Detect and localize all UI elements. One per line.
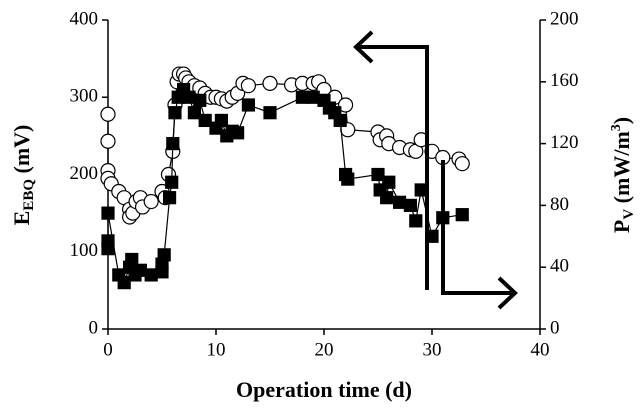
square-marker (133, 263, 147, 277)
circle-marker (100, 133, 116, 149)
square-marker (382, 175, 396, 189)
square-marker (403, 198, 417, 212)
y-tick-label: 400 (70, 8, 99, 29)
x-tick-label: 30 (423, 339, 442, 360)
square-marker (193, 93, 207, 107)
right-arrow (441, 160, 515, 295)
y2-tick-label: 200 (550, 8, 579, 29)
square-marker (333, 113, 347, 128)
square-marker (144, 268, 158, 282)
arrows (353, 30, 518, 310)
left-arrow-head (353, 30, 374, 64)
square-marker (371, 167, 385, 182)
y2-title-sub: V (621, 209, 637, 220)
y-tick-label: 100 (70, 240, 99, 261)
x-tick-label: 20 (315, 339, 334, 360)
square-marker (231, 126, 245, 140)
y2-tick-label: 40 (550, 256, 569, 277)
x-tick-label: 0 (103, 339, 113, 360)
square-marker (168, 106, 182, 120)
square-marker (162, 191, 177, 205)
square-marker (455, 208, 469, 222)
y2-axis-title: PV (mW/m3) (609, 117, 637, 233)
y-title-sub: EBQ (21, 179, 37, 211)
y-title-main: E (9, 211, 34, 226)
square-marker (157, 248, 171, 262)
square-marker (214, 113, 228, 128)
square-marker (166, 137, 180, 151)
y2-tick-label: 80 (550, 194, 569, 215)
square-marker (198, 113, 212, 128)
y2-tick-label: 160 (550, 70, 579, 91)
square-marker (182, 90, 196, 104)
left-arrow (358, 45, 429, 290)
y-title-unit: (mV) (9, 125, 34, 179)
y2-title-unit: (mW/m (609, 131, 634, 209)
circle-marker (100, 106, 116, 122)
y2-tick-label: 0 (550, 317, 560, 338)
square-marker (409, 214, 423, 228)
square-marker (241, 98, 255, 112)
square-marker (125, 252, 139, 267)
y2-title-sup: 3 (609, 124, 624, 131)
y-tick-label: 300 (70, 86, 99, 107)
y2-tick-label: 120 (550, 132, 579, 153)
y-tick-label: 0 (89, 317, 99, 338)
y2-title-main: P (609, 220, 634, 233)
square-marker (165, 175, 179, 189)
square-marker (101, 206, 115, 220)
square-marker (187, 106, 201, 120)
square-marker (117, 276, 131, 290)
x-axis-title: Operation time (d) (236, 377, 412, 402)
x-tick-label: 10 (207, 339, 226, 360)
circle-marker (262, 75, 278, 91)
square-marker (295, 90, 309, 104)
circle-marker (240, 78, 256, 94)
square-marker (263, 106, 277, 120)
circle-marker (454, 156, 470, 172)
circle-marker (143, 193, 159, 210)
square-marker (380, 191, 394, 205)
square-marker (101, 242, 115, 256)
y2-title-end: ) (609, 117, 634, 124)
y-axis-title: EEBQ (mV) (9, 125, 37, 226)
circle-marker (338, 97, 354, 113)
square-marker (341, 172, 355, 186)
x-tick-label: 40 (531, 339, 550, 360)
right-arrow-head (497, 276, 518, 310)
y-tick-label: 200 (70, 163, 99, 184)
